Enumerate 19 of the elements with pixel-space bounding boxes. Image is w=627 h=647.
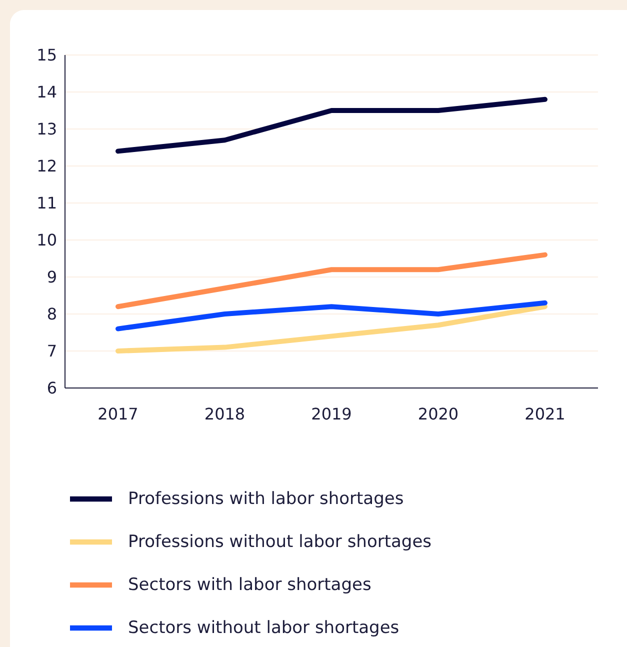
y-tick-label: 12: [36, 156, 57, 176]
legend-label: Professions with labor shortages: [128, 489, 404, 509]
x-tick-label: 2018: [204, 404, 246, 424]
y-tick-label: 6: [46, 378, 57, 398]
y-tick-label: 8: [46, 304, 57, 324]
legend-label: Sectors with labor shortages: [128, 575, 372, 595]
x-tick-label: 2020: [418, 404, 459, 424]
legend-label: Professions without labor shortages: [128, 532, 432, 552]
y-tick-label: 9: [46, 268, 57, 287]
x-tick-label: 2021: [524, 404, 566, 424]
x-tick-label: 2017: [98, 404, 138, 424]
x-tick-label: 2019: [311, 404, 352, 424]
y-tick-label: 13: [36, 120, 57, 139]
legend-label: Sectors without labor shortages: [128, 618, 400, 638]
y-tick-label: 15: [36, 46, 57, 65]
y-tick-label: 7: [46, 342, 57, 361]
y-tick-label: 14: [36, 82, 57, 102]
y-tick-label: 10: [36, 230, 57, 250]
y-tick-label: 11: [36, 194, 57, 213]
